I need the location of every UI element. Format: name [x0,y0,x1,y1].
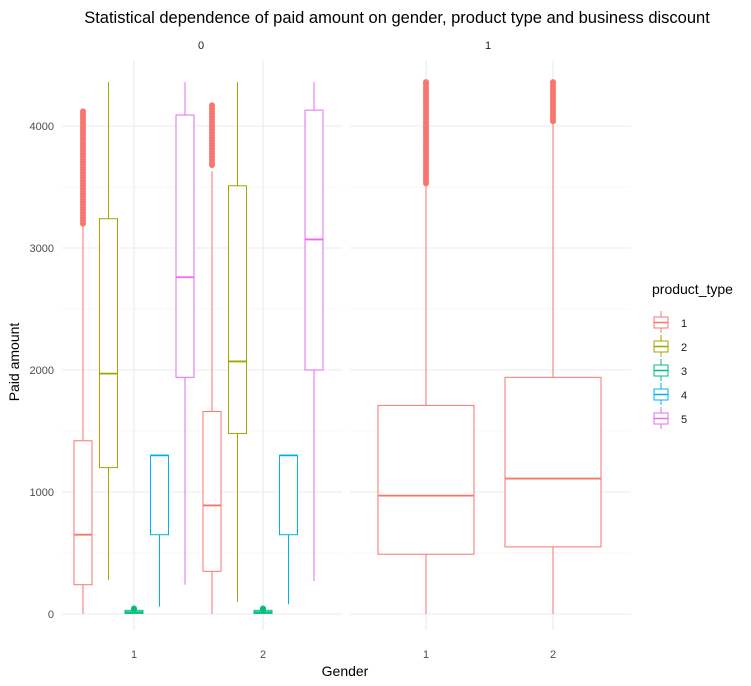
legend-label: 1 [681,318,687,330]
box-iqr [279,454,298,536]
box-facet0-gender1-type4 [150,454,169,607]
y-tick-label: 1000 [30,487,54,499]
box-facet0-gender1-type5 [175,82,195,585]
y-axis: 0 1000 2000 3000 4000 [30,121,54,621]
legend-item-2: 2 [653,335,687,357]
y-tick-label: 4000 [30,121,54,133]
box-iqr [202,410,222,572]
facet-strip-label: 1 [485,40,491,52]
legend-item-3: 3 [653,359,687,381]
box-facet0-gender2-type1 [202,102,222,614]
legend: product_type 1 2 3 4 5 [652,281,733,429]
x-tick-label: 1 [131,649,137,661]
legend-label: 5 [681,414,687,426]
legend-item-1: 1 [653,311,687,333]
box-facet0-gender1-type3 [124,605,144,614]
x-axis-label: Gender [322,663,369,679]
box-iqr [73,440,93,586]
box-facet0-gender2-type5 [304,82,324,582]
legend-item-5: 5 [653,407,687,429]
y-axis-label: Paid amount [6,323,22,402]
box-iqr [150,454,169,536]
box-facet0-gender2-type4 [279,454,298,605]
box-facet1-gender2-type1 [504,79,602,614]
y-tick-label: 2000 [30,365,54,377]
outlier-point [131,605,137,612]
box-iqr [175,114,195,378]
legend-items: 1 2 3 4 5 [653,311,687,429]
facet-strip-label: 0 [198,40,204,52]
y-tick-label: 3000 [30,243,54,255]
legend-title: product_type [652,281,733,297]
box-iqr [504,376,602,548]
outlier-point [209,102,215,109]
x-tick-label: 2 [550,649,556,661]
legend-item-4: 4 [653,383,687,405]
legend-label: 3 [681,366,687,378]
outlier-point [423,79,429,86]
box-facet0-gender1-type1 [73,108,93,614]
box-facet1-gender1-type1 [377,79,475,614]
y-tick-label: 0 [48,609,54,621]
x-axis: 1 2 1 2 [131,649,556,661]
outlier-point [260,605,266,612]
legend-label: 4 [681,390,687,402]
legend-label: 2 [681,342,687,354]
box-facet0-gender2-type2 [228,82,247,602]
chart-title: Statistical dependence of paid amount on… [84,9,710,27]
x-tick-label: 1 [423,649,429,661]
box-iqr [377,404,475,555]
outlier-point [80,108,86,115]
box-iqr [228,185,247,434]
outlier-point [550,79,556,86]
box-facet0-gender1-type2 [99,82,118,580]
box-facet0-gender2-type3 [253,605,273,614]
x-tick-label: 2 [260,649,266,661]
box-iqr [99,218,118,469]
